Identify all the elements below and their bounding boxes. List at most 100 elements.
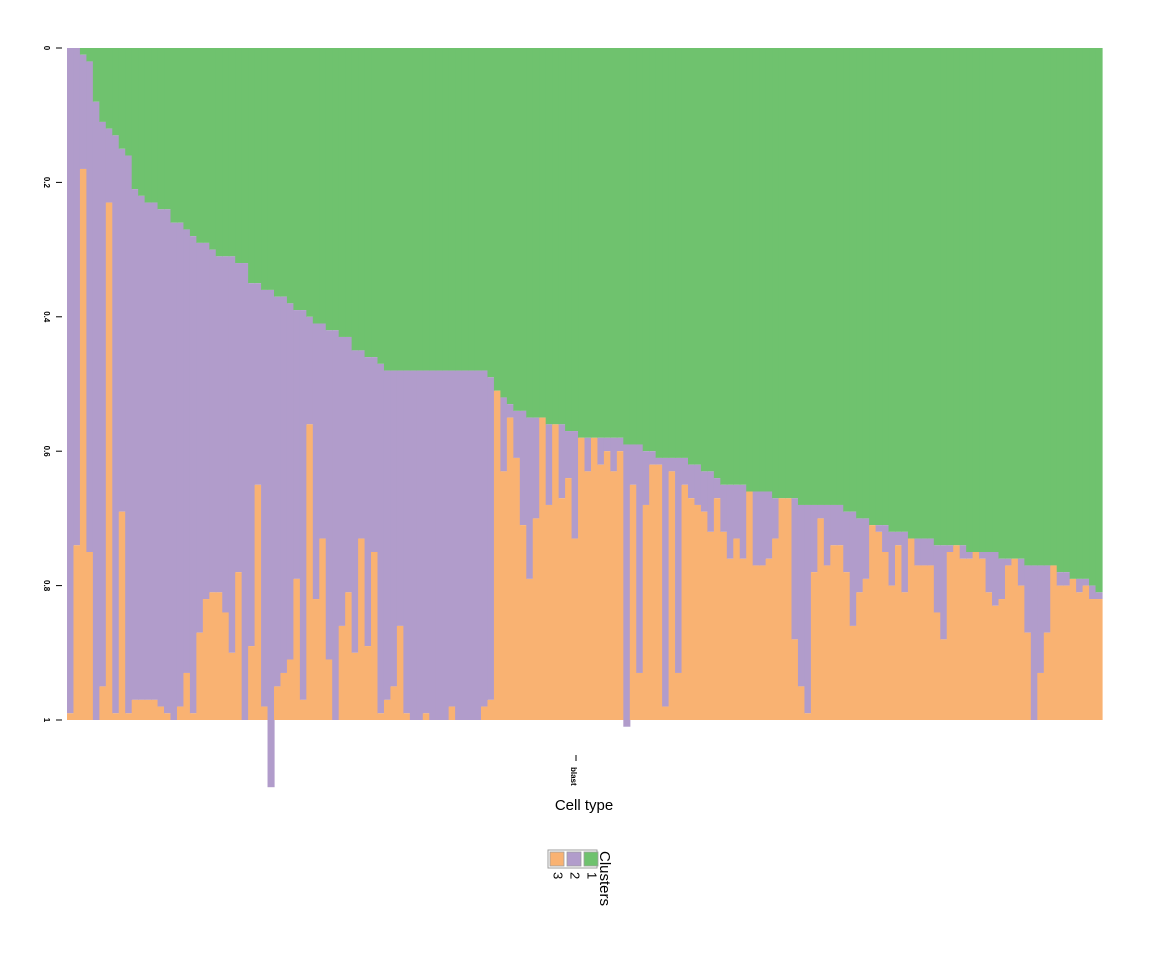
bar-segment-cluster-1	[1004, 48, 1013, 559]
x-axis: blast Cell type	[555, 755, 613, 814]
bar-segment-cluster-1	[649, 48, 657, 452]
bar-segment-cluster-3	[105, 202, 113, 720]
bar-segment-cluster-2	[700, 471, 709, 512]
bar-segment-cluster-1	[558, 48, 566, 425]
bar-segment-cluster-2	[545, 424, 553, 505]
bar-segment-cluster-1	[345, 48, 353, 337]
bar-segment-cluster-1	[183, 48, 191, 230]
bar-segment-cluster-1	[228, 48, 236, 257]
bar-segment-cluster-1	[105, 48, 113, 129]
bar-segment-cluster-3	[791, 639, 799, 720]
bar-segment-cluster-3	[597, 464, 605, 720]
bar-segment-cluster-1	[746, 48, 754, 492]
bar-segment-cluster-1	[707, 48, 715, 472]
bar-segment-cluster-3	[914, 565, 922, 720]
bar-segment-cluster-2	[849, 511, 857, 626]
bar-segment-cluster-3	[196, 632, 204, 720]
bar-segment-cluster-1	[882, 48, 890, 526]
legend-label-cluster-3: 3	[551, 872, 566, 879]
bar-segment-cluster-1	[785, 48, 793, 499]
bar-segment-cluster-1	[189, 48, 197, 237]
bar-segment-cluster-3	[830, 545, 838, 720]
bar-segment-cluster-1	[1043, 48, 1051, 566]
legend-swatch-cluster-1	[583, 851, 599, 867]
bar-segment-cluster-3	[552, 424, 560, 720]
bar-segment-cluster-1	[998, 48, 1006, 559]
bar-segment-cluster-2	[739, 484, 747, 559]
bar-segment-cluster-3	[99, 686, 107, 720]
bar-segment-cluster-2	[403, 370, 411, 714]
bar-segment-cluster-3	[125, 713, 133, 720]
bar-segment-cluster-2	[176, 222, 185, 707]
bar-segment-cluster-2	[325, 330, 333, 660]
bar-segment-cluster-2	[836, 504, 844, 546]
bar-segment-cluster-2	[895, 531, 903, 546]
bar-segment-cluster-3	[79, 168, 88, 720]
bar-segment-cluster-3	[940, 639, 948, 720]
bar-segment-cluster-3	[299, 699, 307, 720]
bar-segment-cluster-1	[914, 48, 922, 539]
bar-segment-cluster-2	[565, 431, 573, 479]
bar-segment-cluster-3	[513, 457, 521, 720]
bar-segment-cluster-3	[707, 531, 715, 720]
bar-segment-cluster-1	[468, 48, 476, 371]
bar-segment-cluster-2	[830, 504, 838, 546]
bar-segment-cluster-3	[345, 592, 353, 720]
bar-segment-cluster-2	[157, 209, 165, 707]
bar-segment-cluster-2	[319, 323, 327, 539]
bar-segment-cluster-3	[739, 558, 747, 720]
bar-segment-cluster-2	[914, 538, 922, 566]
bar-segment-cluster-2	[235, 263, 243, 573]
bar-segment-cluster-2	[164, 209, 172, 714]
bar-segment-cluster-3	[506, 417, 514, 720]
bar-segment-cluster-3	[946, 552, 954, 720]
bar-segment-cluster-3	[532, 518, 540, 720]
bar-segment-cluster-2	[584, 437, 592, 472]
bar-segment-cluster-1	[875, 48, 883, 526]
bar-segment-cluster-1	[1063, 48, 1071, 573]
bar-segment-cluster-1	[675, 48, 683, 458]
bar-segment-cluster-3	[746, 491, 754, 720]
bar-segment-cluster-3	[759, 565, 767, 720]
bar-segment-cluster-2	[125, 155, 133, 714]
bar-segment-cluster-3	[972, 552, 980, 720]
bar-segment-cluster-2	[99, 121, 107, 687]
bar-segment-cluster-3	[636, 672, 644, 720]
bar-segment-cluster-3	[875, 531, 883, 720]
bar-segment-cluster-1	[215, 48, 223, 257]
bar-segment-cluster-3	[959, 558, 967, 720]
bar-segment-cluster-1	[772, 48, 780, 499]
bar-segment-cluster-1	[209, 48, 217, 250]
bar-segment-cluster-3	[183, 672, 191, 720]
bar-segment-cluster-3	[131, 699, 139, 720]
bar-segment-cluster-1	[293, 48, 301, 311]
bar-segment-cluster-2	[571, 431, 579, 539]
bar-segment-cluster-1	[1037, 48, 1045, 566]
bar-segment-cluster-1	[862, 48, 870, 519]
bar-segment-cluster-1	[403, 48, 411, 371]
bar-segment-cluster-2	[733, 484, 741, 539]
bar-segment-cluster-3	[448, 706, 456, 720]
bar-segment-cluster-3	[351, 652, 359, 720]
x-tick-label: blast	[569, 767, 578, 786]
bar-segment-cluster-1	[623, 48, 631, 445]
bar-segment-cluster-3	[642, 504, 650, 720]
y-tick-label: 0.8	[42, 580, 51, 592]
bar-segment-cluster-2	[455, 370, 463, 720]
bar-segment-cluster-1	[351, 48, 359, 351]
bar-segment-cluster-1	[435, 48, 443, 371]
bar-segment-cluster-1	[1076, 48, 1084, 579]
bar-segment-cluster-3	[1024, 632, 1032, 720]
bar-segment-cluster-2	[383, 370, 392, 700]
bar-segment-cluster-1	[843, 48, 851, 512]
bar-segment-cluster-3	[73, 545, 81, 720]
bar-segment-cluster-3	[603, 451, 611, 720]
bar-segment-cluster-1	[539, 48, 547, 418]
bar-segment-cluster-1	[836, 48, 844, 505]
bar-segment-cluster-2	[946, 545, 954, 552]
bar-segment-cluster-1	[151, 48, 159, 203]
bar-segment-cluster-2	[144, 202, 152, 700]
bar-segment-cluster-2	[526, 417, 534, 579]
bar-segment-cluster-1	[578, 48, 586, 438]
